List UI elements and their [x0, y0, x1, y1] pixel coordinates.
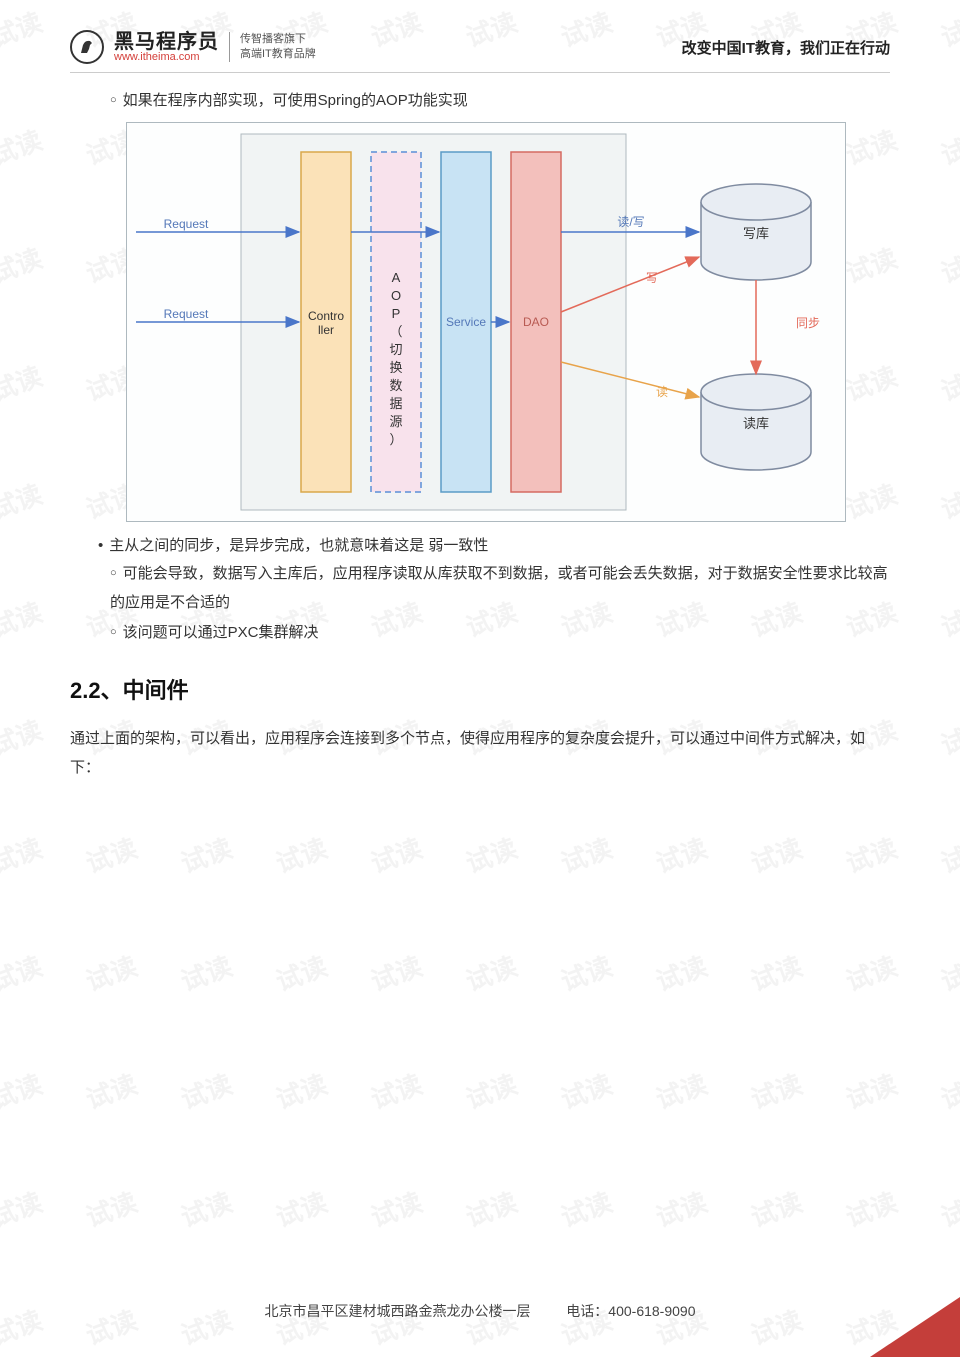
svg-text:Request: Request — [164, 217, 209, 231]
svg-text:（: （ — [389, 324, 402, 339]
logo-subtitle: 传智播客旗下 高端IT教育品牌 — [229, 32, 316, 63]
footer-address: 北京市昌平区建材城西路金燕龙办公楼一层 — [265, 1303, 531, 1319]
page-footer: 北京市昌平区建材城西路金燕龙办公楼一层 电话：400-618-9090 — [0, 1301, 960, 1321]
logo-block: 黑马程序员 www.itheima.com 传智播客旗下 高端IT教育品牌 — [70, 30, 316, 64]
svg-text:DAO: DAO — [523, 315, 549, 329]
section-paragraph: 通过上面的架构，可以看出，应用程序会连接到多个节点，使得应用程序的复杂度会提升，… — [70, 725, 890, 782]
svg-text:Contro: Contro — [308, 309, 344, 323]
footer-phone: 400-618-9090 — [608, 1303, 695, 1319]
svg-text:Request: Request — [164, 307, 209, 321]
bullet-sync-sub1: 可能会导致，数据写入主库后，应用程序读取从库获取不到数据，或者可能会丢失数据，对… — [110, 560, 890, 617]
architecture-diagram: AOP （ 切换数据源 ） Controller Service DAO 写库读库 Reques… — [126, 122, 846, 522]
svg-text:写: 写 — [646, 271, 658, 285]
svg-text:Service: Service — [446, 315, 486, 329]
logo-side-line2: 高端IT教育品牌 — [240, 47, 316, 62]
svg-text:ller: ller — [318, 323, 334, 337]
svg-text:读/写: 读/写 — [617, 215, 644, 229]
bullet-sync-sub2: 该问题可以通过PXC集群解决 — [110, 619, 890, 648]
page-header: 黑马程序员 www.itheima.com 传智播客旗下 高端IT教育品牌 改变… — [70, 30, 890, 73]
svg-text:读: 读 — [656, 385, 668, 399]
svg-text:P: P — [392, 306, 401, 321]
svg-text:据: 据 — [389, 396, 402, 411]
svg-text:写库: 写库 — [743, 226, 769, 241]
horse-logo-icon — [70, 30, 104, 64]
svg-text:O: O — [391, 288, 401, 303]
logo-url: www.itheima.com — [114, 52, 219, 63]
svg-text:数: 数 — [389, 378, 402, 393]
svg-text:切: 切 — [389, 342, 402, 357]
bullet-sync: 主从之间的同步，是异步完成，也就意味着这是 弱一致性 — [98, 532, 890, 561]
bullet-aop: 如果在程序内部实现，可使用Spring的AOP功能实现 — [110, 87, 890, 116]
svg-text:读库: 读库 — [743, 416, 769, 431]
logo-title: 黑马程序员 — [114, 32, 219, 52]
logo-side-line1: 传智播客旗下 — [240, 32, 316, 47]
svg-text:源: 源 — [389, 414, 402, 429]
content-area: 如果在程序内部实现，可使用Spring的AOP功能实现 AOP （ 切换数据源 ） Co… — [70, 87, 890, 782]
footer-phone-label: 电话： — [566, 1303, 608, 1319]
svg-text:A: A — [392, 270, 401, 285]
corner-decoration — [870, 1297, 960, 1357]
svg-text:）: ） — [389, 432, 402, 447]
section-heading: 2.2、中间件 — [70, 670, 890, 712]
svg-text:换: 换 — [389, 360, 402, 375]
header-slogan: 改变中国IT教育，我们正在行动 — [682, 37, 890, 58]
svg-text:同步: 同步 — [796, 316, 820, 330]
